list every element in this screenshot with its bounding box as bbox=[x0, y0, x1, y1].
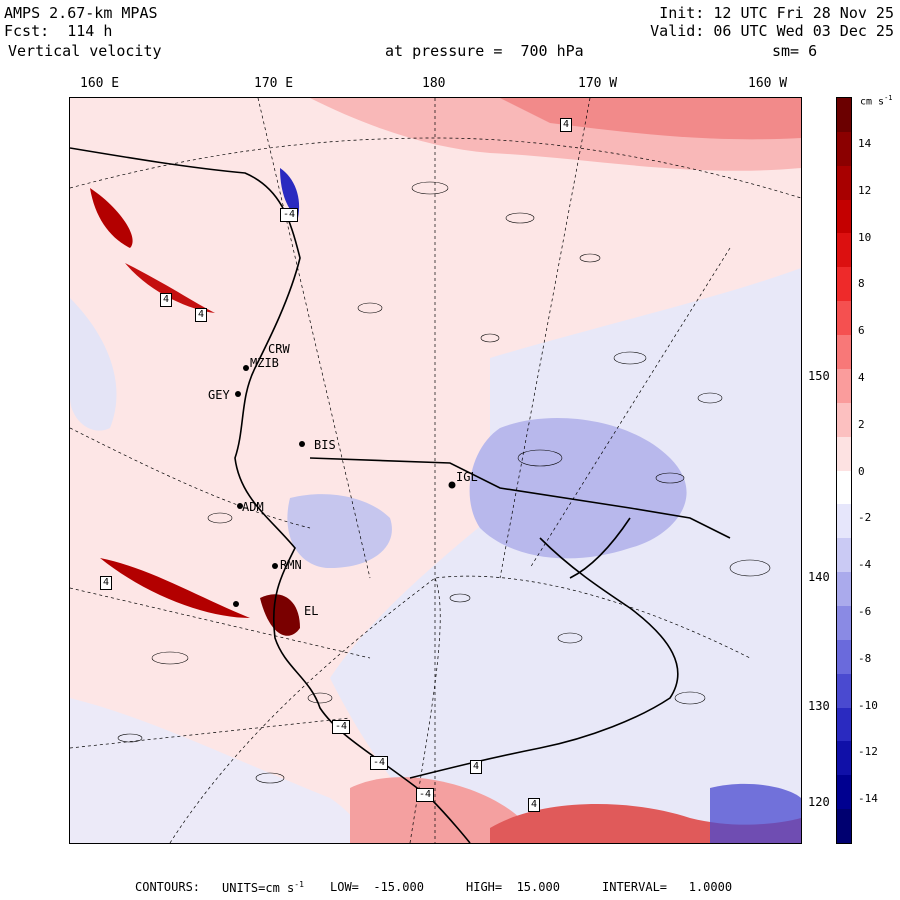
contour-label: 4 bbox=[100, 576, 113, 590]
positive-core-north bbox=[500, 98, 801, 140]
contour-label: 4 bbox=[528, 798, 541, 812]
colorbar-segment bbox=[837, 538, 851, 573]
station-label-rmn: RMN bbox=[280, 558, 302, 572]
colorbar-segment bbox=[837, 707, 851, 742]
contour-label: -4 bbox=[332, 720, 351, 734]
pressure-level: at pressure = 700 hPa bbox=[385, 42, 584, 60]
streak-4 bbox=[260, 594, 300, 636]
colorbar-tick-label: 2 bbox=[858, 417, 865, 431]
colorbar-segment bbox=[837, 165, 851, 201]
colorbar-segment bbox=[837, 199, 851, 234]
colorbar-segment bbox=[837, 368, 851, 404]
vertical-velocity-map: CRW MZIB GEY BIS IGL ADM RMN EL 4 -4 4 4… bbox=[69, 97, 802, 844]
contour-label: 4 bbox=[560, 118, 573, 132]
colorbar-tick-label: -6 bbox=[858, 605, 872, 618]
footer-interval: INTERVAL= 1.0000 bbox=[602, 880, 733, 894]
colorbar-segment bbox=[837, 402, 851, 438]
field-name: Vertical velocity bbox=[8, 42, 162, 60]
colorbar-tick-label: -4 bbox=[858, 558, 872, 572]
station-label-adm: ADM bbox=[242, 500, 264, 514]
colorbar-segment bbox=[837, 639, 851, 675]
colorbar-tick-label: -10 bbox=[858, 698, 878, 712]
station-label-mzib: MZIB bbox=[250, 356, 279, 370]
colorbar-segment bbox=[837, 605, 851, 641]
footer-low: LOW= -15.000 bbox=[330, 880, 424, 894]
colorbar-tick-label: 0 bbox=[858, 464, 865, 478]
map-canvas bbox=[70, 98, 801, 843]
colorbar bbox=[836, 97, 852, 844]
contour-label: -4 bbox=[370, 756, 389, 770]
colorbar-segment bbox=[837, 741, 851, 776]
colorbar-tick-label: 6 bbox=[858, 324, 865, 338]
streak-2 bbox=[125, 263, 215, 313]
contour-label: -4 bbox=[416, 788, 435, 802]
station-label-gey: GEY bbox=[208, 388, 230, 402]
coastline bbox=[70, 147, 731, 843]
colorbar-tick-label: -8 bbox=[858, 651, 872, 665]
descent-zone-west bbox=[287, 494, 392, 568]
colorbar-tick-label: 14 bbox=[858, 137, 872, 150]
lower-left-region bbox=[70, 698, 370, 843]
streak-blue-north bbox=[280, 168, 300, 218]
station-label-el: EL bbox=[304, 604, 319, 618]
lon-label-160w: 160 W bbox=[748, 76, 788, 91]
colorbar-tick-label: -2 bbox=[858, 511, 872, 525]
west-patch bbox=[70, 298, 117, 431]
valid-time: Valid: 06 UTC Wed 03 Dec 25 bbox=[650, 22, 894, 40]
colorbar-segment bbox=[837, 504, 851, 539]
colorbar-segment bbox=[837, 572, 851, 607]
orographic-positive-south bbox=[350, 777, 540, 843]
lon-label-160e: 160 E bbox=[80, 76, 120, 91]
contour-label: -4 bbox=[280, 208, 299, 222]
streak-1 bbox=[90, 188, 133, 248]
contour-label: 4 bbox=[470, 760, 483, 774]
footer-units: UNITS=cm s-1 bbox=[222, 880, 304, 895]
init-time: Init: 12 UTC Fri 28 Nov 25 bbox=[659, 4, 894, 22]
station-label-bis: BIS bbox=[314, 438, 336, 452]
contour-label: 4 bbox=[195, 308, 208, 322]
colorbar-tick-label: -12 bbox=[858, 745, 878, 759]
footer-high: HIGH= 15.000 bbox=[466, 880, 560, 894]
station-label-igl: IGL bbox=[456, 470, 478, 484]
colorbar-segment bbox=[837, 673, 851, 709]
colorbar-segment bbox=[837, 470, 851, 505]
smoothing-value: sm= 6 bbox=[772, 42, 818, 60]
colorbar-segment bbox=[837, 301, 851, 336]
footer-contours: CONTOURS: bbox=[135, 880, 201, 894]
colorbar-unit: cm s-1 bbox=[860, 94, 893, 108]
lon-label-170e: 170 E bbox=[254, 76, 294, 91]
station-label-crw: CRW bbox=[268, 342, 290, 356]
colorbar-tick-label: 8 bbox=[858, 277, 865, 291]
colorbar-tick-label: 4 bbox=[858, 371, 865, 384]
forecast-hour: Fcst: 114 h bbox=[4, 22, 113, 40]
graticule bbox=[70, 98, 801, 843]
colorbar-segment bbox=[837, 436, 851, 471]
descent-core-southeast bbox=[710, 783, 801, 843]
colorbar-segment bbox=[837, 233, 851, 268]
colorbar-segment bbox=[837, 809, 851, 844]
lon-label-170w: 170 W bbox=[578, 76, 618, 91]
model-title: AMPS 2.67-km MPAS bbox=[4, 4, 158, 22]
colorbar-segment bbox=[837, 131, 851, 167]
colorbar-tick-label: 10 bbox=[858, 230, 872, 244]
station-markers bbox=[233, 365, 456, 607]
colorbar-tick-label: -14 bbox=[858, 792, 878, 806]
colorbar-segment bbox=[837, 267, 851, 302]
descent-zone-central bbox=[469, 418, 687, 559]
streak-3 bbox=[100, 558, 250, 618]
contour-label: 4 bbox=[160, 293, 173, 307]
lon-label-180: 180 bbox=[422, 76, 446, 91]
colorbar-segment bbox=[837, 98, 851, 133]
contour-lines bbox=[117, 181, 771, 784]
colorbar-segment bbox=[837, 335, 851, 370]
colorbar-tick-label: 12 bbox=[858, 183, 872, 197]
colorbar-segment bbox=[837, 775, 851, 810]
